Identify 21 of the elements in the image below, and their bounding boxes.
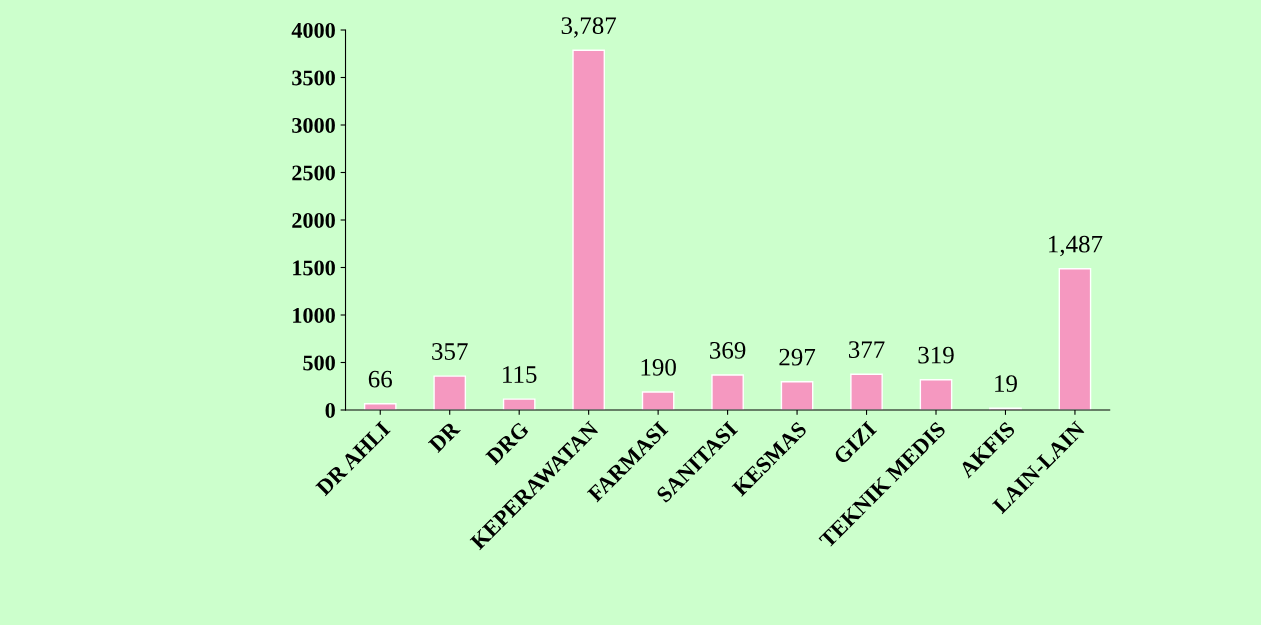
data-label: 19 bbox=[995, 375, 1017, 393]
data-label: 369 bbox=[710, 341, 746, 359]
y-tick-label: 0 bbox=[325, 402, 335, 418]
data-label: 66 bbox=[368, 370, 392, 388]
data-label: 319 bbox=[918, 346, 954, 364]
y-tick-label: 1500 bbox=[293, 260, 335, 276]
y-tick-label: 2000 bbox=[292, 212, 335, 228]
data-label: 190 bbox=[641, 358, 676, 376]
y-tick-label: 500 bbox=[303, 355, 335, 371]
data-label: 1,487 bbox=[1049, 235, 1103, 257]
y-tick-label: 4000 bbox=[291, 22, 335, 38]
data-label: 3,787 bbox=[561, 17, 617, 38]
x-tick-label: DR bbox=[427, 420, 461, 454]
y-tick-label: 2500 bbox=[292, 165, 335, 181]
data-label: 297 bbox=[779, 348, 816, 366]
data-label: 377 bbox=[848, 341, 885, 358]
y-tick-label: 3000 bbox=[292, 117, 335, 133]
y-tick-label: 1000 bbox=[293, 307, 335, 323]
y-tick-label: 3500 bbox=[292, 70, 335, 86]
data-label: 115 bbox=[503, 366, 537, 383]
data-label: 357 bbox=[432, 343, 468, 360]
